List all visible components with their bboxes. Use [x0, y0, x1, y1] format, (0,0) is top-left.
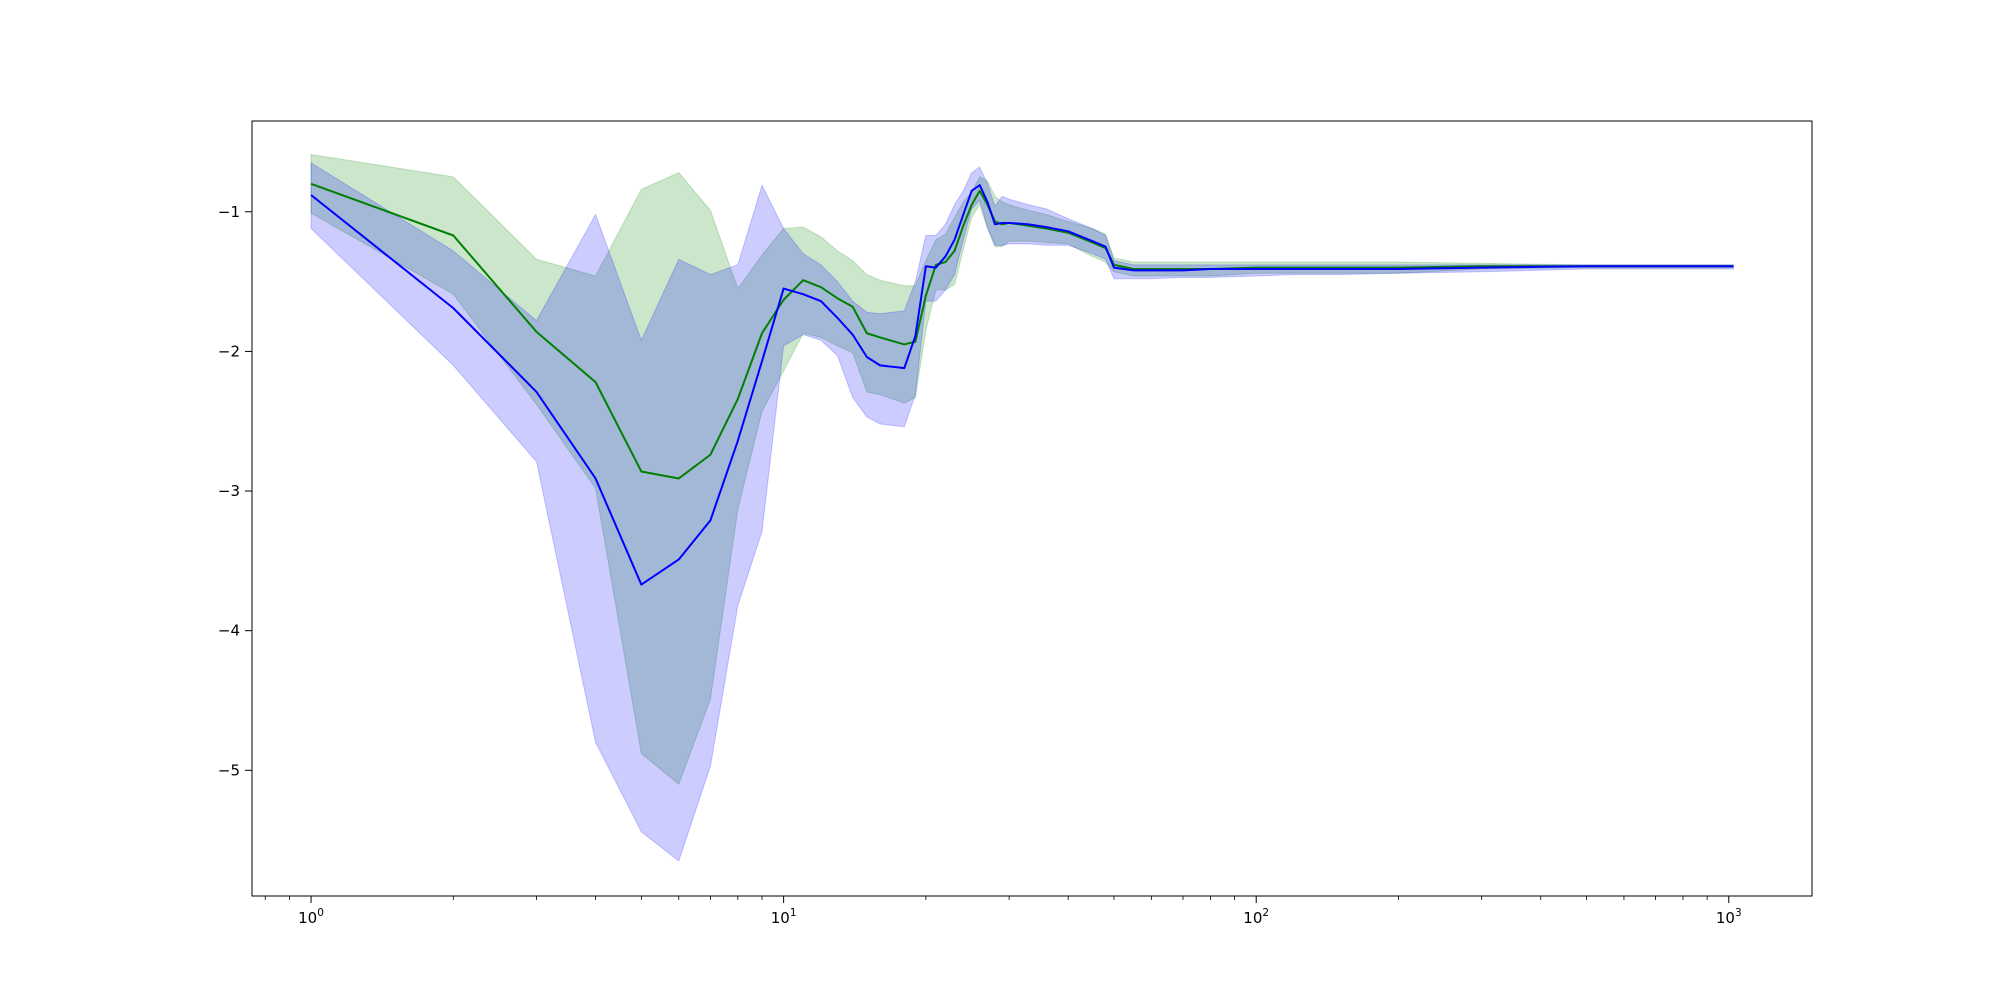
axes: 100 101 102 103−1−2−3−4−5: [218, 120, 1813, 927]
y-tick-label: −1: [218, 203, 240, 221]
x-tick-label: 103: [1716, 907, 1742, 927]
plot-frame: [251, 120, 1813, 897]
confidence-band-2: [310, 161, 1734, 862]
y-tick-label: −2: [218, 342, 240, 360]
x-tick-label-exponent: 1: [790, 907, 797, 919]
x-tick-label-exponent: 0: [317, 907, 324, 919]
confidence-band-1: [310, 153, 1734, 786]
y-tick-label: −5: [218, 761, 240, 779]
x-tick-label-base: 10: [1243, 909, 1262, 927]
x-tick-label-exponent: 3: [1735, 907, 1742, 919]
x-tick-label-base: 10: [1716, 909, 1735, 927]
x-tick-label: 101: [771, 907, 797, 927]
x-tick-label: 102: [1243, 907, 1269, 927]
x-tick-label-base: 10: [771, 909, 790, 927]
confidence-bands: [310, 153, 1734, 862]
x-tick-label-exponent: 2: [1262, 907, 1269, 919]
x-tick-label-base: 10: [298, 909, 317, 927]
series-line-2: [310, 184, 1734, 586]
series-lines: [310, 182, 1734, 586]
x-tick-label: 100: [298, 907, 324, 927]
y-tick-label: −4: [218, 622, 240, 640]
y-tick-label: −3: [218, 482, 240, 500]
